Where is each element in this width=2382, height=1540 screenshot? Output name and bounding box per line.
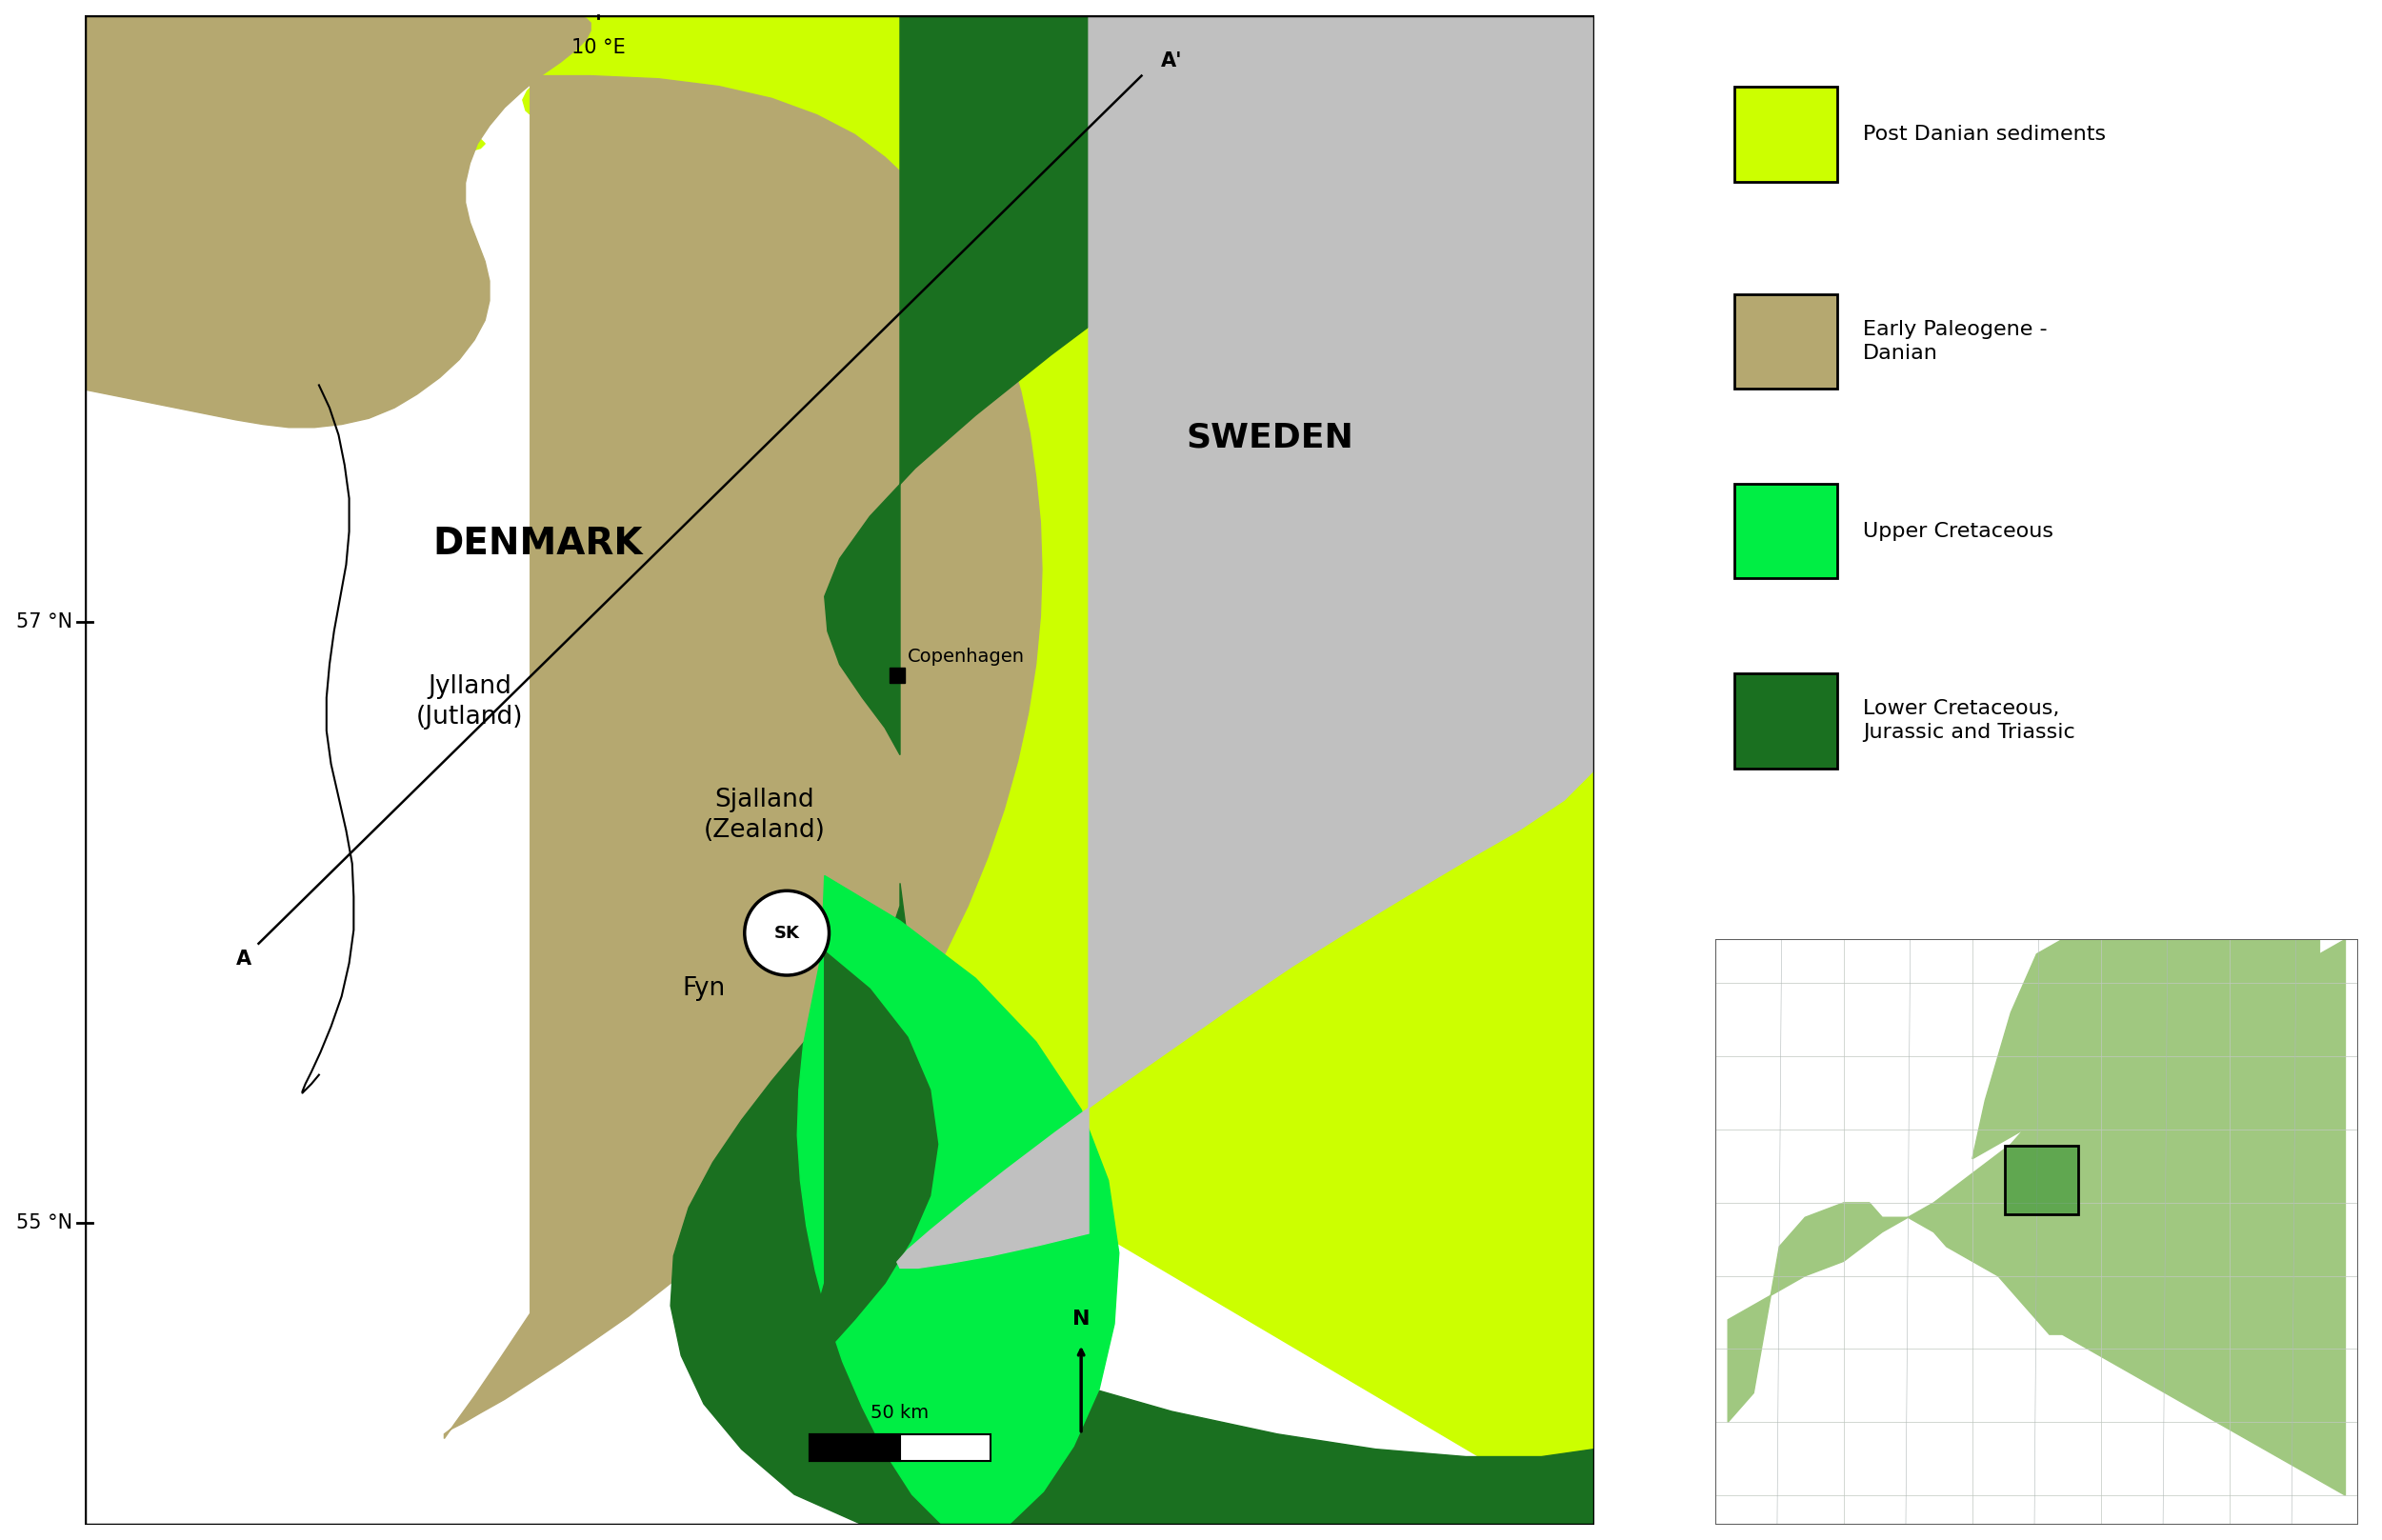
Polygon shape [86,15,591,428]
Polygon shape [2006,1146,2077,1215]
Polygon shape [1727,939,2346,1495]
Text: Copenhagen: Copenhagen [908,648,1024,665]
Text: Sjalland
(Zealand): Sjalland (Zealand) [703,787,824,842]
Bar [1734,484,1837,579]
Polygon shape [1972,939,2320,1158]
Text: Upper Cretaceous: Upper Cretaceous [1863,522,2053,541]
Text: DENMARK: DENMARK [434,525,643,562]
Bar [810,1434,900,1461]
Polygon shape [777,952,939,1397]
Text: Fyn: Fyn [681,976,727,1001]
Polygon shape [824,15,1594,755]
Text: SK: SK [774,924,800,941]
Text: Lower Cretaceous,
Jurassic and Triassic: Lower Cretaceous, Jurassic and Triassic [1863,699,2075,742]
Polygon shape [86,15,1594,1525]
Bar [1734,86,1837,182]
Polygon shape [672,884,1594,1525]
Text: Post Danian sediments: Post Danian sediments [1863,125,2106,143]
Circle shape [746,890,829,975]
Text: SWEDEN: SWEDEN [1186,422,1353,454]
Bar [1734,294,1837,388]
Text: 10 °E: 10 °E [572,38,624,57]
Bar [810,1434,991,1461]
Bar [2006,1146,2077,1215]
Text: 50 km: 50 km [872,1404,929,1421]
Bar [1734,673,1837,768]
Polygon shape [443,75,1041,1438]
Polygon shape [798,876,1120,1525]
Text: Early Paleogene -
Danian: Early Paleogene - Danian [1863,320,2049,362]
Text: 57 °N: 57 °N [17,613,74,631]
Text: A: A [236,949,250,969]
Text: Jylland
(Jutland): Jylland (Jutland) [417,675,524,730]
Text: A': A' [1160,51,1181,71]
Polygon shape [898,15,1594,1267]
Text: N: N [1072,1309,1091,1329]
Text: 55 °N: 55 °N [17,1214,74,1232]
